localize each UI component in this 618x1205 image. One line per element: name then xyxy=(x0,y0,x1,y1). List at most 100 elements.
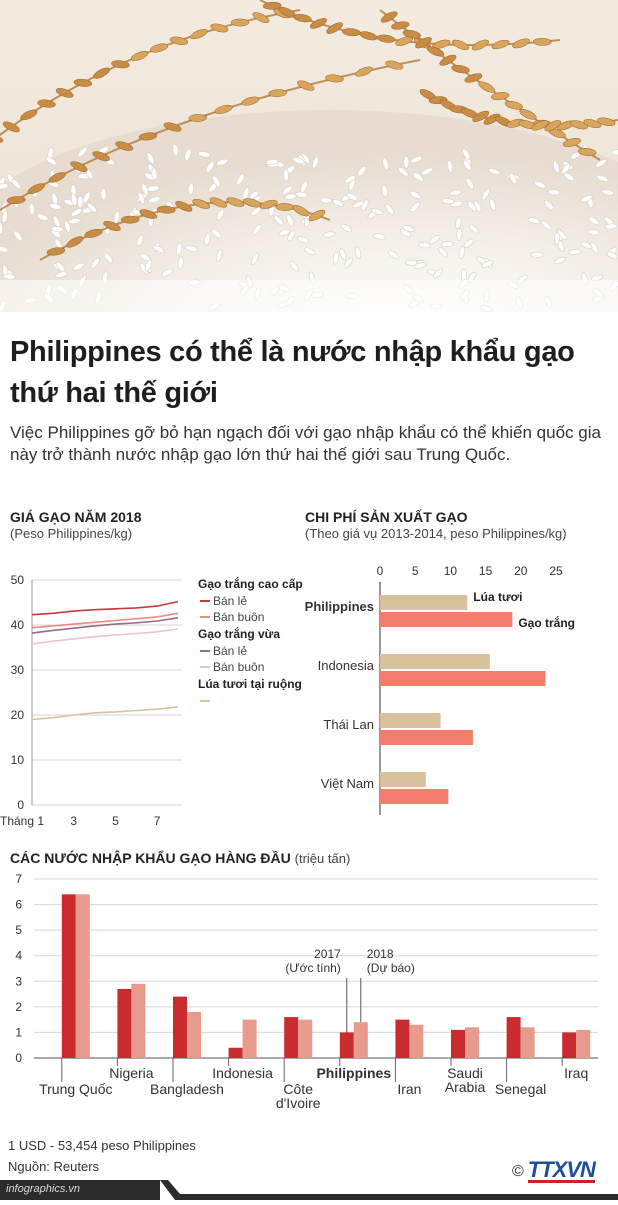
rice-grain xyxy=(152,245,165,253)
cost-category-label: Philippines xyxy=(305,599,374,614)
rice-grain xyxy=(332,251,339,265)
rice-husk xyxy=(20,109,38,121)
rice-grain xyxy=(0,221,4,235)
rice-husk xyxy=(426,46,445,57)
rice-husk xyxy=(451,64,470,74)
price-legend-group-label: Gạo trắng vừa xyxy=(198,626,280,641)
rice-husk xyxy=(402,29,421,39)
rice-husk xyxy=(490,92,510,101)
rice-grain xyxy=(588,216,600,225)
price-legend-group-label: Gạo trắng cao cấp xyxy=(198,576,303,591)
cost-bar xyxy=(380,671,546,686)
price-y-tick-label: 40 xyxy=(11,618,25,632)
rice-grain xyxy=(405,259,418,266)
rice-grain xyxy=(103,252,113,264)
rice-husk xyxy=(121,215,140,224)
import-category-label: Senegal xyxy=(495,1081,546,1097)
cost-x-tick-label: 5 xyxy=(412,564,419,578)
import-y-tick-label: 1 xyxy=(15,1025,22,1039)
rice-grain xyxy=(55,271,68,278)
rice-grain xyxy=(311,156,319,169)
rice-grain xyxy=(441,198,455,205)
rice-grain xyxy=(3,273,16,280)
import-bar xyxy=(576,1029,591,1058)
rice-grain xyxy=(70,193,78,206)
rice-grain xyxy=(64,220,71,233)
rice-grain xyxy=(322,231,336,238)
import-bar xyxy=(117,988,132,1058)
rice-husk xyxy=(169,36,189,45)
rice-husk xyxy=(519,109,537,120)
rice-husk xyxy=(7,196,26,204)
rice-grain xyxy=(468,224,479,234)
rice-husk xyxy=(156,205,176,214)
rice-husk xyxy=(268,89,287,98)
rice-grain xyxy=(100,187,107,201)
rice-grain xyxy=(286,214,294,227)
price-x-tick-label: 3 xyxy=(70,814,77,828)
import-bar xyxy=(465,1027,479,1058)
rice-husk xyxy=(84,229,103,238)
import-bar xyxy=(353,1022,368,1058)
rice-husk xyxy=(376,34,396,43)
cost-category-label: Thái Lan xyxy=(323,717,374,732)
rice-husk xyxy=(293,13,312,23)
price-legend-group-label: Lúa tươi tại ruộng xyxy=(198,677,302,691)
rice-grain xyxy=(400,228,411,238)
import-y-tick-label: 3 xyxy=(15,974,22,988)
rice-stalk xyxy=(0,9,301,137)
rice-husk xyxy=(188,114,207,122)
rice-husk xyxy=(504,100,523,110)
rice-grain xyxy=(462,148,471,160)
site-name: infographics.vn xyxy=(6,1183,80,1195)
price-line-chart: 0 10 20 30 40 50 Tháng 1 3 5 7 Gạo trắng cao cấp… xyxy=(0,573,303,828)
rice-grain xyxy=(413,262,427,269)
import-bar xyxy=(298,1019,313,1058)
rice-husk xyxy=(190,29,208,40)
import-category-label: Saudi Arabia xyxy=(445,1065,486,1095)
rice-husk xyxy=(464,73,483,83)
rice-grain xyxy=(463,238,474,248)
rice-grain xyxy=(278,229,291,237)
rice-grain xyxy=(1,210,8,223)
import-bar xyxy=(409,1024,424,1058)
price-y-tick-label: 10 xyxy=(11,753,25,767)
import-category-label: Iraq xyxy=(564,1065,588,1081)
rice-grain xyxy=(373,233,386,240)
rice-grain xyxy=(77,147,88,157)
rice-grain xyxy=(49,203,62,210)
rice-husk xyxy=(210,23,229,33)
rice-husk xyxy=(93,67,110,79)
rice-grain xyxy=(297,236,310,244)
rice-grain xyxy=(580,241,593,250)
import-category-label: Iran xyxy=(397,1081,421,1097)
rice-husk xyxy=(37,99,56,108)
rice-grain xyxy=(385,203,395,215)
price-series-line xyxy=(31,617,179,634)
rice-husk xyxy=(471,39,489,51)
price-legend-item-label: Bán lẻ xyxy=(213,644,247,658)
import-y-tick-label: 6 xyxy=(15,898,22,912)
rice-grain xyxy=(198,151,211,158)
import-bar xyxy=(395,1019,410,1058)
cost-bar xyxy=(380,713,441,728)
cost-x-tick-label: 15 xyxy=(479,564,493,578)
rice-grain xyxy=(606,251,618,260)
rice-husk xyxy=(325,74,344,83)
price-y-tick-label: 30 xyxy=(11,663,25,677)
import-bar xyxy=(284,1017,299,1058)
rice-grain xyxy=(509,172,518,185)
cost-bar xyxy=(380,730,473,745)
rice-grain xyxy=(141,183,149,196)
rice-husk xyxy=(391,21,410,30)
brand-logo: © TTXVN xyxy=(512,1159,596,1183)
rice-husk xyxy=(252,12,270,24)
rice-grain xyxy=(409,190,421,200)
rice-grain xyxy=(433,268,443,279)
import-category-label: Nigeria xyxy=(109,1065,154,1081)
rice-grain xyxy=(456,228,463,241)
rice-husk xyxy=(230,18,250,27)
rice-grain xyxy=(216,208,225,221)
rice-grain xyxy=(137,192,145,205)
rice-grain xyxy=(557,230,568,240)
